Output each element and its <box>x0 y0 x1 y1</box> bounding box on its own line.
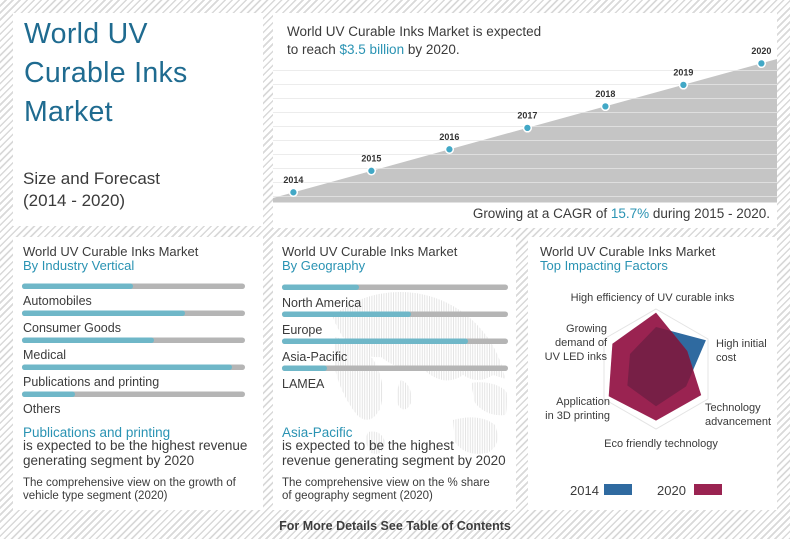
svg-text:2014: 2014 <box>283 175 303 185</box>
svg-text:2017: 2017 <box>517 111 537 121</box>
svg-text:2015: 2015 <box>361 154 381 164</box>
svg-text:2019: 2019 <box>673 68 693 78</box>
svg-text:2016: 2016 <box>439 132 459 142</box>
svg-text:2020: 2020 <box>751 46 771 56</box>
svg-text:2018: 2018 <box>595 89 615 99</box>
